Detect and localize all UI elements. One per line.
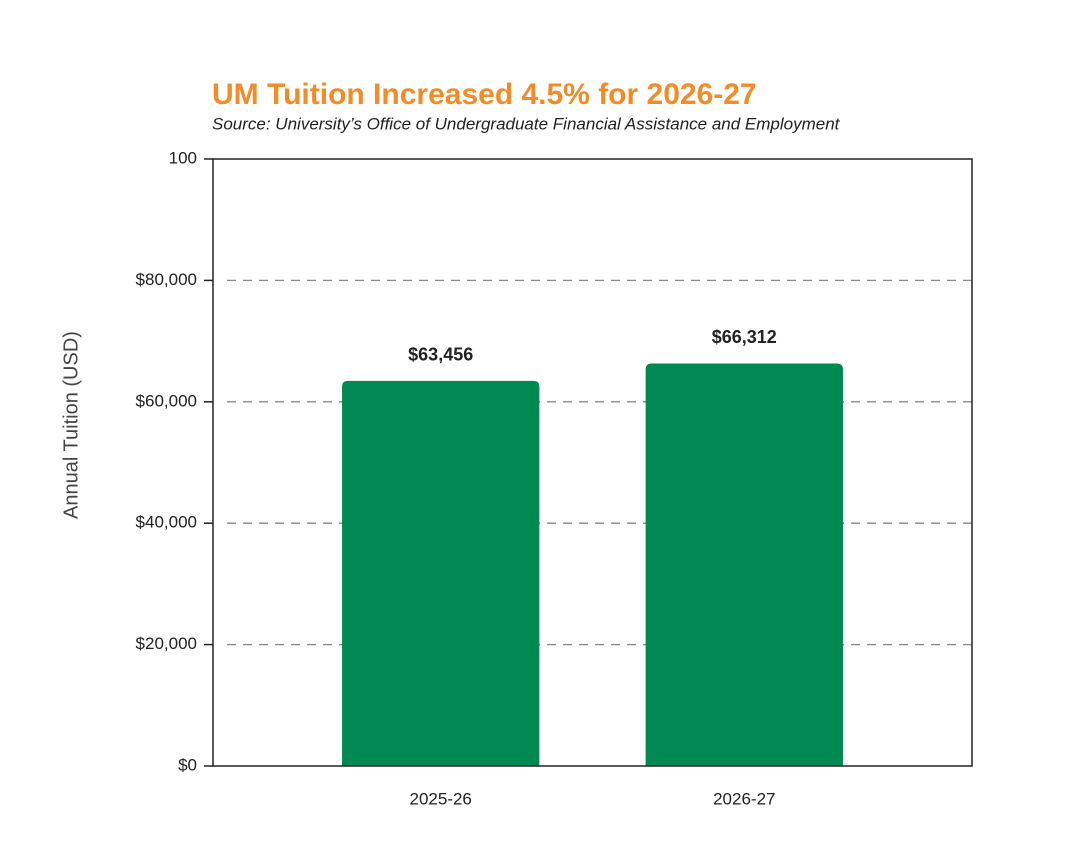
chart-subtitle: Source: University’s Office of Undergrad… xyxy=(212,114,841,133)
bar xyxy=(342,380,540,766)
plot-frame xyxy=(212,158,973,767)
y-tick-label: $20,000 xyxy=(136,634,197,653)
chart-title: UM Tuition Increased 4.5% for 2026-27 xyxy=(212,78,757,111)
y-tick-label: $0 xyxy=(178,755,197,774)
value-label: $63,456 xyxy=(408,345,473,365)
y-axis-label: Annual Tuition (USD) xyxy=(60,331,82,519)
y-tick-label: $60,000 xyxy=(136,391,197,410)
y-tick-label: $40,000 xyxy=(136,513,197,532)
x-tick-label: 2026-27 xyxy=(713,789,775,808)
value-label: $66,312 xyxy=(712,327,777,347)
y-tick-label: $80,000 xyxy=(136,270,197,289)
y-tick-label: 100 xyxy=(169,148,197,167)
bar xyxy=(645,363,843,766)
x-tick-label: 2025-26 xyxy=(410,789,472,808)
